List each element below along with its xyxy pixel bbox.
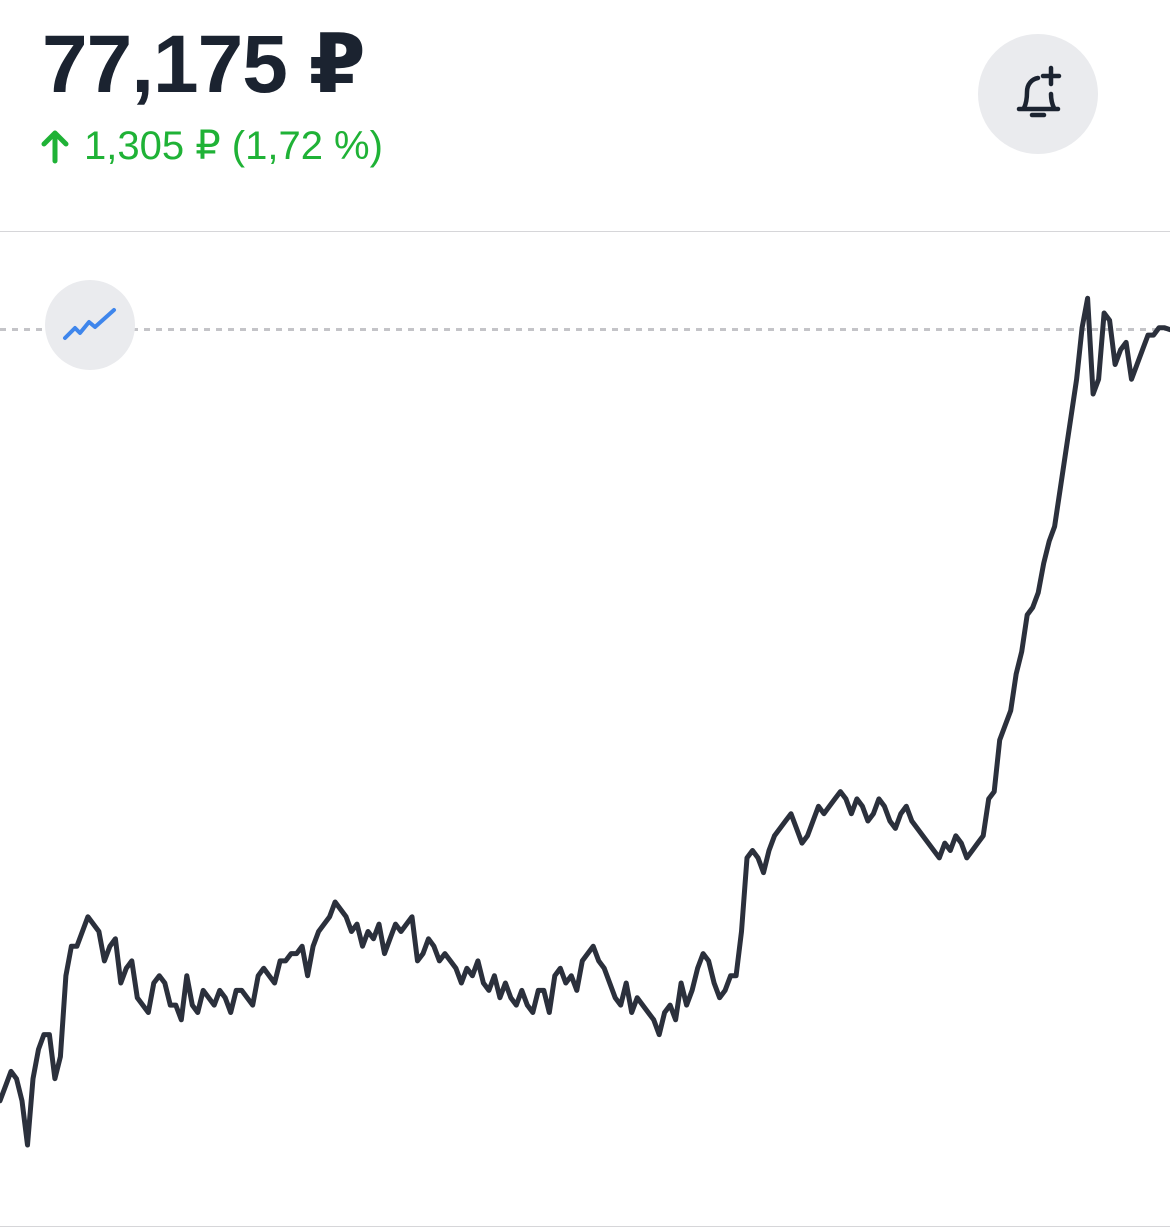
price-series-line <box>0 295 1170 1148</box>
header-divider <box>0 231 1170 232</box>
price-change: 1,305 ₽ (1,72 %) <box>40 126 383 166</box>
current-price: 77,175 ₽ <box>42 19 366 110</box>
add-alert-button[interactable] <box>978 34 1098 154</box>
bell-plus-icon <box>1016 65 1062 118</box>
price-change-value: 1,305 ₽ (1,72 %) <box>84 124 383 168</box>
arrow-up-icon <box>41 130 69 164</box>
line-chart-icon <box>63 308 116 340</box>
chart-bottom-divider <box>0 1226 1170 1227</box>
price-chart <box>0 295 1170 1148</box>
chart-type-button[interactable] <box>45 280 135 370</box>
